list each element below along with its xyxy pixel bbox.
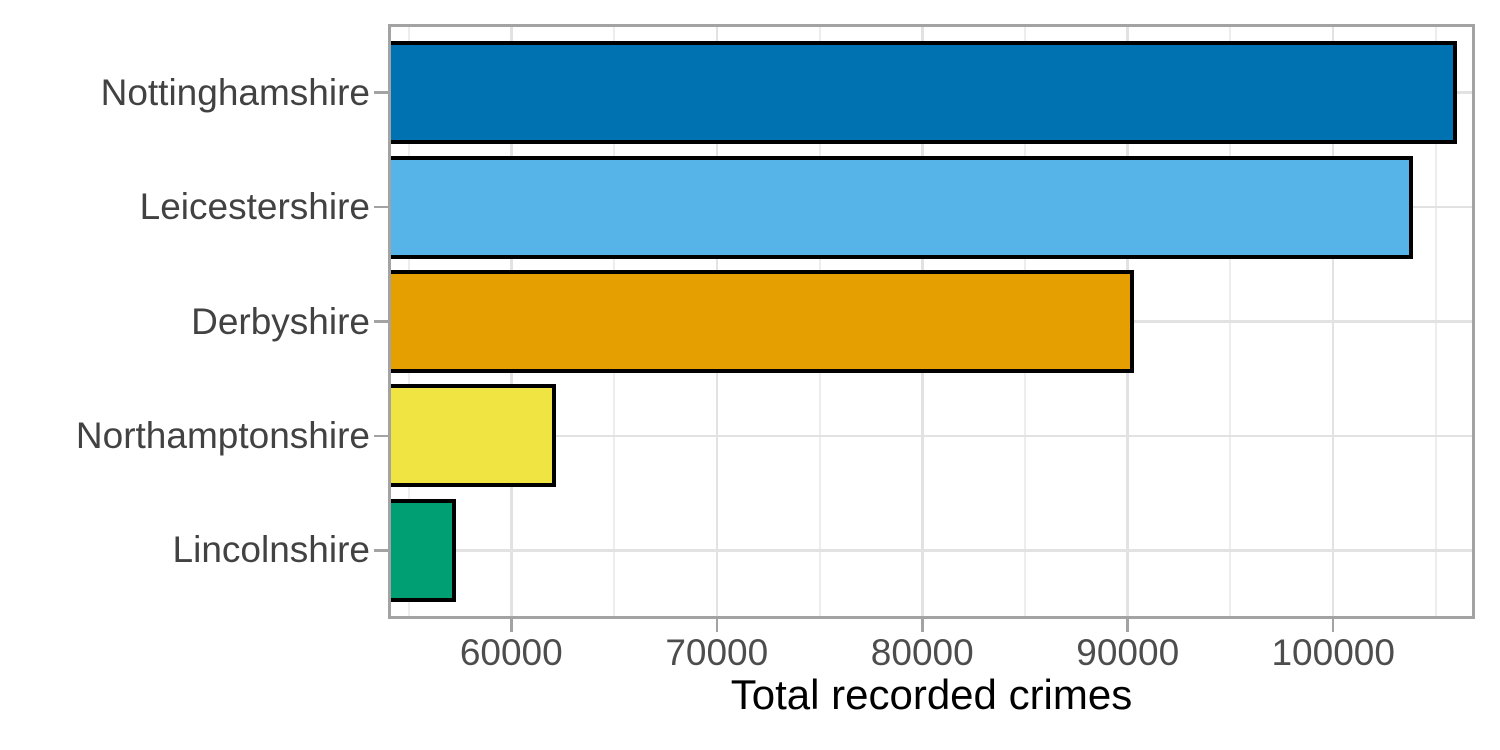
x-tick-label-80000: 80000 <box>870 632 974 673</box>
y-axis-label-derbyshire: Derbyshire <box>191 300 370 342</box>
gridline-row-northamptonshire <box>388 434 1475 438</box>
y-tick-northamptonshire <box>374 434 388 438</box>
x-tick-100000 <box>1331 619 1335 632</box>
x-tick-60000 <box>510 619 513 632</box>
plot-panel <box>388 24 1475 619</box>
y-tick-derbyshire <box>374 320 388 323</box>
x-tick-label-70000: 70000 <box>665 632 769 673</box>
x-axis-title: Total recorded crimes <box>730 671 1133 718</box>
y-tick-nottinghamshire <box>374 91 388 94</box>
bar-derbyshire <box>388 270 1134 373</box>
x-tick-label-90000: 90000 <box>1076 632 1180 673</box>
gridline-row-lincolnshire <box>388 549 1475 552</box>
x-tick-label-60000: 60000 <box>459 632 563 673</box>
x-tick-70000 <box>715 619 719 632</box>
y-tick-lincolnshire <box>374 549 388 552</box>
x-tick-80000 <box>921 619 924 632</box>
y-axis-label-leicestershire: Leicestershire <box>139 186 370 228</box>
y-axis-label-lincolnshire: Lincolnshire <box>172 529 370 571</box>
x-tick-label-100000: 100000 <box>1271 632 1395 673</box>
bar-nottinghamshire <box>388 41 1457 145</box>
y-axis-label-nottinghamshire: Nottinghamshire <box>100 71 370 113</box>
bar-lincolnshire <box>388 498 456 602</box>
y-tick-leicestershire <box>374 205 388 209</box>
bar-northamptonshire <box>388 384 557 488</box>
y-axis-label-northamptonshire: Northamptonshire <box>75 414 370 456</box>
x-tick-90000 <box>1126 619 1129 632</box>
bar-leicestershire <box>388 155 1414 259</box>
